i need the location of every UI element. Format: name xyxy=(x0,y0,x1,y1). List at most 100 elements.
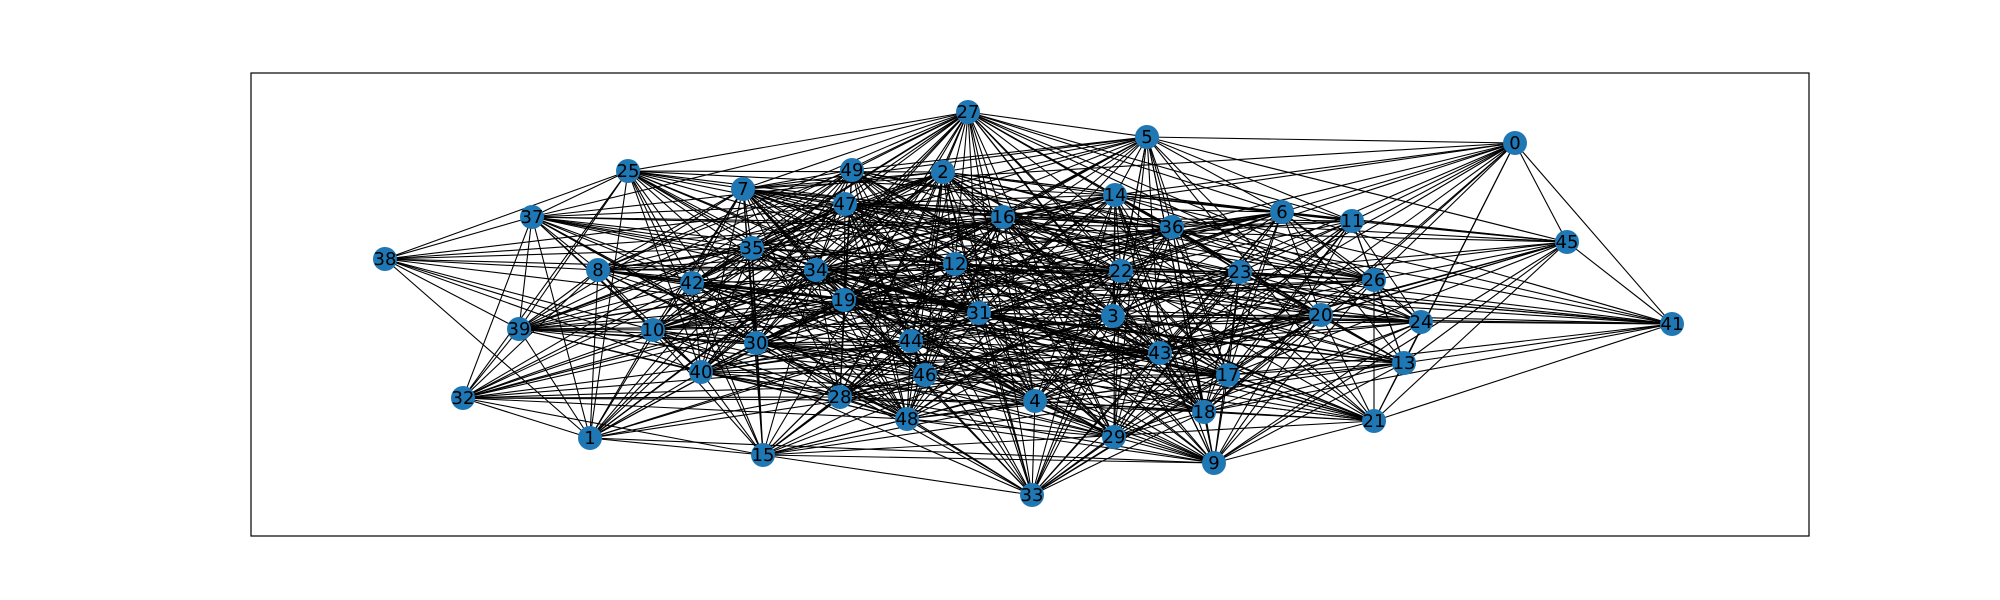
edge xyxy=(1320,241,1568,316)
edge xyxy=(589,371,702,439)
edge xyxy=(700,226,1173,373)
edge xyxy=(531,111,969,218)
edge xyxy=(978,312,1422,323)
node-30 xyxy=(744,331,768,355)
edge xyxy=(691,282,1115,438)
edge xyxy=(1112,211,1283,317)
edge xyxy=(1213,420,1375,464)
edge xyxy=(906,194,1116,420)
node-19 xyxy=(832,288,856,312)
node-22 xyxy=(1109,259,1133,283)
edge xyxy=(1281,142,1516,213)
edge xyxy=(1002,216,1115,438)
edge xyxy=(531,216,753,249)
node-33 xyxy=(1020,483,1044,507)
node-label-40: 40 xyxy=(690,362,713,383)
edge xyxy=(1002,216,1422,323)
edge xyxy=(1002,216,1215,464)
edge xyxy=(844,203,908,420)
node-4 xyxy=(1023,389,1047,413)
edge xyxy=(700,371,908,420)
edge xyxy=(627,170,693,284)
node-label-20: 20 xyxy=(1310,305,1333,326)
edge xyxy=(762,420,1375,456)
edge xyxy=(1120,220,1353,272)
edge xyxy=(967,111,1148,138)
node-label-2: 2 xyxy=(937,162,948,183)
edge xyxy=(755,342,926,376)
edge xyxy=(751,247,908,420)
node-27 xyxy=(956,100,980,124)
edge xyxy=(1120,136,1148,272)
node-label-35: 35 xyxy=(741,238,764,259)
edge xyxy=(815,203,846,271)
node-label-3: 3 xyxy=(1107,306,1118,327)
edge xyxy=(531,203,846,218)
edge xyxy=(755,269,817,344)
node-28 xyxy=(828,385,852,409)
plot-frame xyxy=(250,72,1810,537)
node-label-48: 48 xyxy=(896,409,919,430)
edge xyxy=(700,371,764,456)
node-label-21: 21 xyxy=(1363,411,1386,432)
edge xyxy=(910,340,1205,413)
node-23 xyxy=(1228,260,1252,284)
edge xyxy=(844,203,1033,496)
edge xyxy=(384,247,753,260)
node-label-7: 7 xyxy=(737,179,748,200)
edge xyxy=(700,371,926,376)
edge xyxy=(815,269,1673,325)
edge xyxy=(815,269,980,314)
node-36 xyxy=(1160,215,1184,239)
node-label-16: 16 xyxy=(992,207,1015,228)
edge xyxy=(967,111,1122,272)
edge xyxy=(843,211,1283,301)
node-label-32: 32 xyxy=(452,388,475,409)
edge xyxy=(531,216,817,271)
edge xyxy=(942,171,1173,228)
edge xyxy=(1113,321,1422,438)
node-label-0: 0 xyxy=(1509,133,1520,154)
node-label-41: 41 xyxy=(1661,314,1684,335)
node-11 xyxy=(1340,209,1364,233)
edge xyxy=(1213,321,1422,464)
edge xyxy=(384,258,654,331)
node-41 xyxy=(1660,312,1684,336)
node-label-15: 15 xyxy=(752,445,775,466)
edge xyxy=(1420,321,1673,325)
node-3 xyxy=(1101,304,1125,328)
edge xyxy=(844,111,969,205)
edge xyxy=(691,282,764,456)
edge xyxy=(924,263,956,376)
edge xyxy=(815,269,912,342)
edge xyxy=(978,312,1033,496)
node-34 xyxy=(804,258,828,282)
edge xyxy=(851,169,1004,218)
node-label-5: 5 xyxy=(1141,127,1152,148)
node-13 xyxy=(1392,351,1416,375)
edge xyxy=(627,170,980,314)
edge xyxy=(751,203,846,249)
edge xyxy=(518,203,846,330)
edge xyxy=(384,258,1161,354)
edge xyxy=(531,216,1173,228)
node-35 xyxy=(740,236,764,260)
edge xyxy=(652,203,846,331)
edge xyxy=(518,269,817,330)
edge xyxy=(384,203,846,260)
node-label-25: 25 xyxy=(617,161,640,182)
edge xyxy=(652,270,1122,331)
edge xyxy=(1171,142,1516,228)
node-label-30: 30 xyxy=(745,333,768,354)
edge xyxy=(518,269,599,330)
edge xyxy=(518,216,533,330)
edge xyxy=(652,329,1115,438)
node-1 xyxy=(578,426,602,450)
node-12 xyxy=(943,252,967,276)
edge xyxy=(967,111,1322,316)
edge xyxy=(978,279,1375,314)
edge xyxy=(1403,241,1568,364)
edge xyxy=(906,312,980,420)
edge xyxy=(751,247,926,376)
edge xyxy=(1514,142,1568,243)
